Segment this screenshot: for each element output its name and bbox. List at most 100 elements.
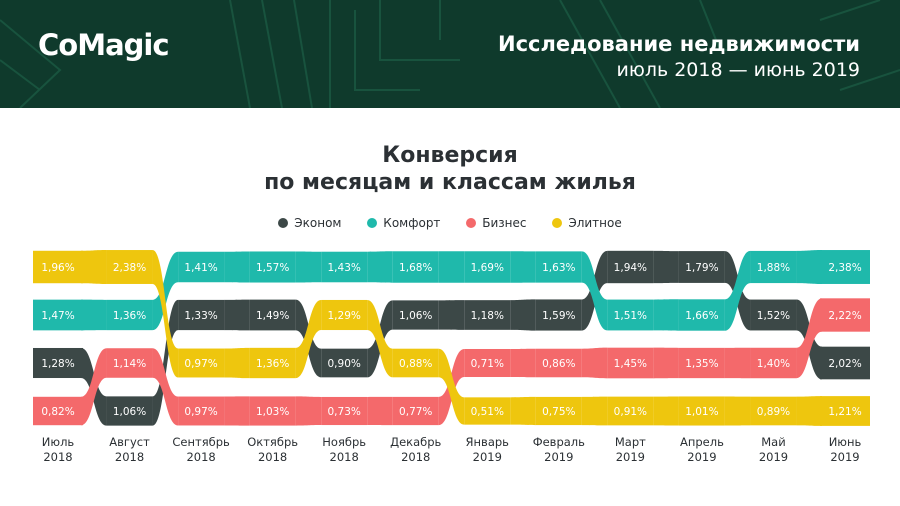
value-label-business-2: 0,97%	[184, 406, 217, 418]
block-elite-5	[392, 348, 439, 378]
value-label-econom-4: 0,90%	[328, 358, 361, 370]
value-label-business-7: 0,86%	[542, 358, 575, 370]
block-business-3	[249, 396, 296, 426]
ribbon-business-8	[653, 347, 679, 379]
block-elite-10	[750, 396, 797, 426]
block-econom-7	[535, 299, 582, 331]
value-label-comfort-5: 1,68%	[399, 262, 432, 274]
block-elite-11	[820, 396, 870, 426]
value-label-business-3: 1,03%	[256, 406, 289, 418]
block-business-8	[607, 347, 654, 379]
value-label-comfort-4: 1,43%	[328, 262, 361, 274]
block-elite-8	[607, 396, 654, 426]
ribbon-elite-6	[510, 396, 536, 426]
ribbon-business-10	[796, 298, 822, 379]
x-tick-year-5: 2018	[401, 450, 430, 464]
value-label-econom-9: 1,79%	[685, 262, 718, 274]
x-tick-year-11: 2019	[830, 450, 859, 464]
block-elite-4	[321, 299, 368, 331]
x-tick-year-9: 2019	[687, 450, 716, 464]
x-tick-year-10: 2019	[759, 450, 788, 464]
legend-item-comfort: Комфорт	[367, 216, 440, 230]
legend-swatch-business	[466, 218, 477, 228]
value-label-econom-7: 1,59%	[542, 310, 575, 322]
value-label-econom-6: 1,18%	[471, 310, 504, 322]
ribbon-elite-4	[367, 299, 393, 378]
ribbon-comfort-5	[438, 251, 465, 283]
block-elite-2	[178, 348, 225, 378]
x-tick-month-10: Май	[761, 435, 785, 449]
ribbon-elite-7	[581, 396, 608, 426]
block-comfort-2	[178, 251, 225, 283]
value-label-business-11: 2,22%	[828, 310, 861, 322]
legend-label-elite: Элитное	[568, 216, 622, 230]
block-comfort-10	[750, 250, 797, 284]
x-tick-month-2: Сентябрь	[172, 435, 230, 449]
block-econom-10	[750, 299, 797, 331]
block-comfort-7	[535, 251, 582, 283]
block-business-0	[33, 396, 83, 426]
block-econom-11	[820, 346, 870, 380]
chart-subtitle: по месяцам и классам жилья	[264, 170, 636, 195]
x-tick-month-8: Март	[615, 435, 646, 449]
x-tick-year-2: 2018	[186, 450, 215, 464]
value-label-elite-9: 1,01%	[685, 406, 718, 418]
ribbon-elite-2	[224, 347, 250, 379]
ribbon-comfort-1	[152, 251, 179, 331]
ribbon-business-9	[724, 347, 751, 379]
value-label-elite-0: 1,96%	[41, 262, 74, 274]
value-label-comfort-9: 1,66%	[685, 310, 718, 322]
block-business-1	[106, 348, 153, 378]
x-tick-month-5: Декабрь	[390, 435, 441, 449]
block-elite-9	[678, 396, 725, 426]
ribbon-comfort-3	[295, 251, 322, 283]
ribbon-comfort-4	[367, 251, 393, 283]
block-business-9	[678, 347, 725, 379]
x-tick-month-6: Январь	[466, 435, 510, 449]
value-label-business-10: 1,40%	[757, 358, 790, 370]
ribbon-business-4	[367, 396, 393, 426]
value-label-business-6: 0,71%	[471, 358, 504, 370]
value-label-elite-8: 0,91%	[614, 406, 647, 418]
value-label-econom-0: 1,28%	[41, 358, 74, 370]
logo-text: CoMagic	[38, 28, 170, 62]
value-label-elite-10: 0,89%	[757, 406, 790, 418]
ribbon-econom-6	[510, 299, 536, 331]
block-comfort-3	[249, 251, 296, 283]
x-tick-month-11: Июнь	[829, 435, 862, 449]
ribbon-elite-9	[724, 396, 751, 426]
report-title: Исследование недвижимости	[498, 32, 860, 56]
ribbon-elite-5	[438, 348, 465, 425]
report-period: июль 2018 — июнь 2019	[616, 59, 860, 81]
ribbon-comfort-0	[81, 299, 107, 331]
block-econom-4	[321, 348, 368, 378]
block-business-7	[535, 348, 582, 378]
block-elite-7	[535, 396, 582, 426]
block-comfort-8	[607, 299, 654, 331]
ribbons	[81, 250, 822, 426]
block-econom-3	[249, 299, 296, 331]
ribbon-elite-3	[295, 299, 322, 379]
value-label-comfort-1: 1,36%	[113, 310, 146, 322]
value-label-comfort-6: 1,69%	[471, 262, 504, 274]
value-label-elite-6: 0,51%	[471, 406, 504, 418]
value-label-elite-4: 1,29%	[328, 310, 361, 322]
header-background-pattern	[0, 0, 900, 108]
ribbon-comfort-2	[224, 251, 250, 283]
ribbon-econom-5	[438, 300, 465, 330]
x-tick-month-9: Апрель	[680, 435, 724, 449]
comagic-logo[interactable]: CoMagic	[38, 28, 170, 62]
ribbon-comfort-10	[796, 250, 822, 284]
data-labels: 1,28% 1,06% 1,33% 1,49% 0,90% 1,06% 1,18% 1,59%…	[41, 262, 861, 418]
value-label-econom-10: 1,52%	[757, 310, 790, 322]
block-elite-1	[106, 250, 153, 284]
block-business-11	[820, 298, 870, 332]
value-label-elite-7: 0,75%	[542, 406, 575, 418]
value-label-econom-8: 1,94%	[614, 262, 647, 274]
legend-item-elite: Элитное	[552, 216, 622, 230]
value-label-elite-11: 1,21%	[828, 406, 861, 418]
block-econom-6	[464, 300, 511, 330]
x-tick-year-6: 2019	[473, 450, 502, 464]
data-blocks	[33, 250, 870, 426]
